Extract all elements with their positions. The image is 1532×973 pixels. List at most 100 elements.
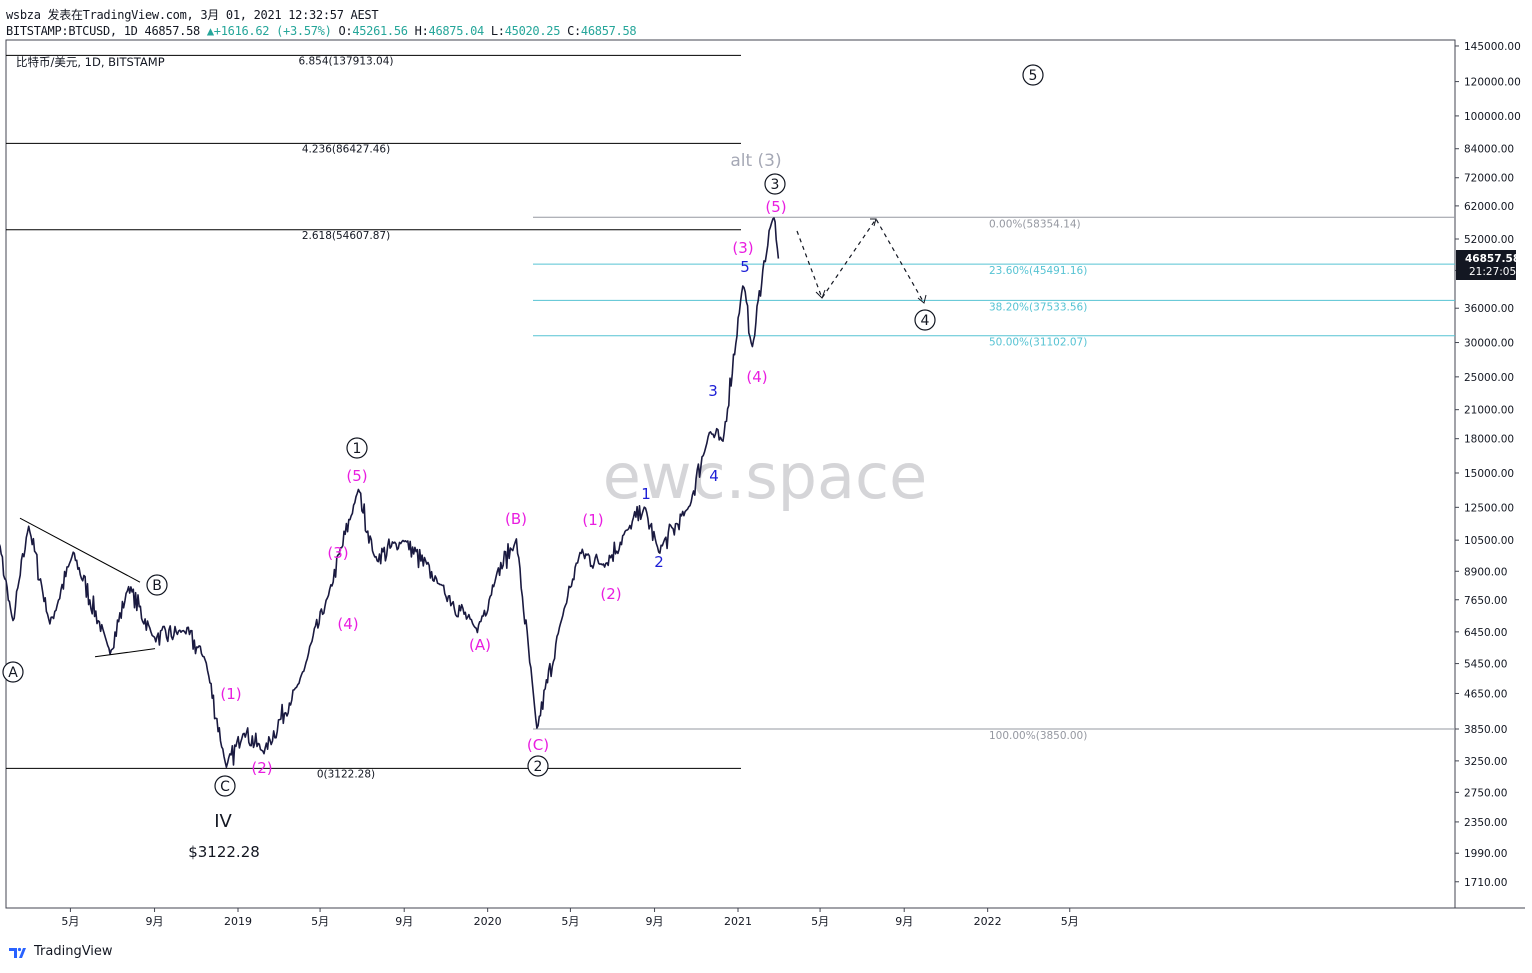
y-tick-label: 2750.00 bbox=[1464, 787, 1507, 799]
wave-circle-label bbox=[527, 755, 549, 777]
y-tick-label: 100000.00 bbox=[1464, 111, 1521, 123]
wave-circle-text: C bbox=[220, 779, 230, 795]
high-label: H: bbox=[414, 24, 429, 38]
fib-retracement-label: 23.60%(45491.16) bbox=[989, 265, 1087, 277]
x-tick-label: 9月 bbox=[646, 915, 664, 928]
y-tick-label: 7650.00 bbox=[1464, 595, 1507, 607]
magenta-wave-label: (C) bbox=[527, 736, 549, 754]
alt-wave-label: alt (3) bbox=[730, 151, 781, 171]
y-tick-label: 5450.00 bbox=[1464, 659, 1507, 671]
fib-extension-label: 6.854(137913.04) bbox=[298, 55, 393, 67]
magenta-wave-label: (2) bbox=[251, 759, 272, 777]
tradingview-brand: TradingView bbox=[34, 944, 113, 959]
x-tick-label: 5月 bbox=[1061, 915, 1079, 928]
fib-retracement-label: 100.00%(3850.00) bbox=[989, 730, 1087, 742]
x-tick-label: 5月 bbox=[811, 915, 829, 928]
y-tick-label: 25000.00 bbox=[1464, 372, 1514, 384]
low-price-label: $3122.28 bbox=[188, 843, 260, 861]
last-price: 46857.58 bbox=[144, 24, 201, 38]
price-tag-countdown: 21:27:05 bbox=[1469, 266, 1516, 278]
magenta-wave-label: (2) bbox=[600, 585, 621, 603]
wave-iv-label: IV bbox=[214, 811, 232, 832]
y-tick-label: 52000.00 bbox=[1464, 234, 1514, 246]
wave-circle-label bbox=[764, 173, 786, 195]
wave-circle-text: A bbox=[8, 665, 18, 681]
x-tick-label: 9月 bbox=[895, 915, 913, 928]
x-tick-label: 5月 bbox=[561, 915, 579, 928]
y-tick-label: 12500.00 bbox=[1464, 502, 1514, 514]
y-tick-label: 84000.00 bbox=[1464, 144, 1514, 156]
tradingview-footer[interactable]: TradingView bbox=[8, 944, 113, 959]
wave-circle-text: 2 bbox=[534, 759, 543, 775]
low-label: L: bbox=[490, 24, 505, 38]
wave-circle-label bbox=[214, 775, 236, 797]
symbol-label: BITSTAMP:BTCUSD, 1D bbox=[6, 24, 138, 38]
y-tick-label: 4650.00 bbox=[1464, 688, 1507, 700]
price-series bbox=[0, 217, 780, 768]
y-tick-label: 6450.00 bbox=[1464, 627, 1507, 639]
y-tick-label: 15000.00 bbox=[1464, 468, 1514, 480]
x-tick-label: 5月 bbox=[61, 915, 79, 928]
wave-circle-label bbox=[2, 661, 24, 683]
arrow-head bbox=[917, 294, 927, 304]
triangle-lower-line bbox=[94, 648, 156, 658]
x-tick-label: 2021 bbox=[724, 915, 752, 928]
y-tick-label: 1990.00 bbox=[1464, 848, 1507, 860]
watermark: ewc.space bbox=[603, 440, 928, 513]
blue-wave-label: 2 bbox=[654, 553, 664, 571]
tradingview-logo-icon bbox=[8, 945, 30, 959]
fib-retracement-label: 50.00%(31102.07) bbox=[989, 337, 1087, 349]
wave-circle-text: 3 bbox=[771, 177, 780, 193]
magenta-wave-label: (5) bbox=[346, 467, 367, 485]
wave-circle-label bbox=[914, 309, 936, 331]
y-tick-label: 18000.00 bbox=[1464, 434, 1514, 446]
y-tick-label: 10500.00 bbox=[1464, 535, 1514, 547]
x-tick-label: 9月 bbox=[146, 915, 164, 928]
blue-wave-label: 1 bbox=[641, 485, 651, 503]
wave-circle-label bbox=[346, 437, 368, 459]
fib-retracement-label: 0.00%(58354.14) bbox=[989, 218, 1081, 230]
close-label: C: bbox=[567, 24, 581, 38]
magenta-wave-label: (4) bbox=[337, 615, 358, 633]
blue-wave-label: 4 bbox=[709, 467, 719, 485]
magenta-wave-label: (1) bbox=[582, 511, 603, 529]
wave-circle-text: 4 bbox=[921, 313, 930, 329]
y-tick-label: 2350.00 bbox=[1464, 817, 1507, 829]
x-tick-label: 5月 bbox=[311, 915, 329, 928]
fib-extension-label: 0(3122.28) bbox=[317, 768, 375, 780]
magenta-wave-label: (B) bbox=[505, 510, 527, 528]
fib-extension-label: 2.618(54607.87) bbox=[302, 230, 390, 242]
publish-info: wsbza 发表在TradingView.com, 3月 01, 2021 12… bbox=[6, 8, 379, 22]
wave-circle-text: B bbox=[152, 578, 162, 594]
arrow-head bbox=[815, 289, 826, 299]
high-value: 46875.04 bbox=[428, 24, 485, 38]
magenta-wave-label: (3) bbox=[327, 544, 348, 562]
y-tick-label: 30000.00 bbox=[1464, 338, 1514, 350]
price-tag-value: 46857.58 bbox=[1465, 253, 1520, 265]
magenta-wave-label: (1) bbox=[220, 685, 241, 703]
projected-path bbox=[796, 217, 925, 304]
magenta-wave-label: (5) bbox=[765, 198, 786, 216]
price-tag bbox=[1456, 250, 1516, 280]
y-tick-label: 120000.00 bbox=[1464, 77, 1521, 89]
up-arrow-icon: ▲ bbox=[206, 24, 214, 38]
change-value: +1616.62 (+3.57%) bbox=[213, 24, 332, 38]
y-tick-label: 3850.00 bbox=[1464, 724, 1507, 736]
triangle-upper-line bbox=[19, 517, 141, 583]
close-value: 46857.58 bbox=[580, 24, 637, 38]
low-value: 45020.25 bbox=[504, 24, 561, 38]
x-tick-label: 2020 bbox=[474, 915, 502, 928]
magenta-wave-label: (4) bbox=[746, 368, 767, 386]
y-tick-label: 3250.00 bbox=[1464, 756, 1507, 768]
magenta-wave-label: (3) bbox=[732, 239, 753, 257]
fib-extension-label: 4.236(86427.46) bbox=[302, 143, 390, 155]
y-tick-label: 62000.00 bbox=[1464, 201, 1514, 213]
arrow-head bbox=[870, 218, 877, 227]
y-tick-label: 36000.00 bbox=[1464, 303, 1514, 315]
y-tick-label: 1710.00 bbox=[1464, 877, 1507, 889]
wave-circle-text: 1 bbox=[353, 441, 362, 457]
wave-circle-label bbox=[146, 574, 168, 596]
magenta-wave-label: (A) bbox=[469, 636, 491, 654]
chart-title: 比特币/美元, 1D, BITSTAMP bbox=[16, 55, 165, 69]
